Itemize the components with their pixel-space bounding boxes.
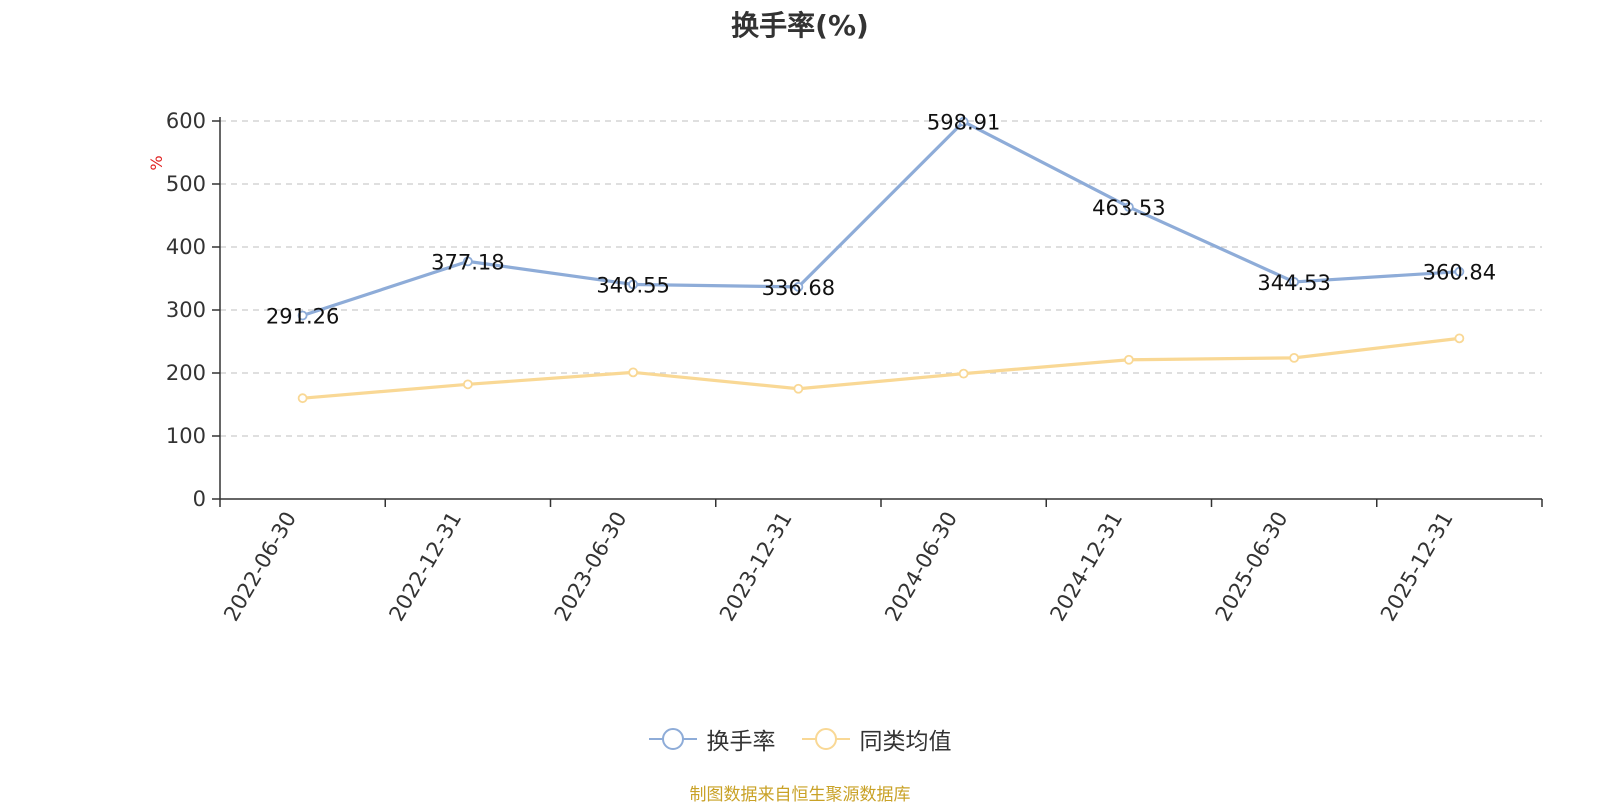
- point-series1-2022-12-31: [462, 379, 473, 390]
- point-series1-2024-06-30: [958, 368, 969, 379]
- x-tick-label-2022-12-31: 2022-12-31: [384, 508, 466, 626]
- data-source-note: 制图数据来自恒生聚源数据库: [689, 785, 911, 805]
- x-tick-label-2024-12-31: 2024-12-31: [1045, 508, 1127, 626]
- legend-item-peer-average[interactable]: 同类均值: [801, 722, 952, 756]
- legend: 换手率 同类均值: [0, 722, 1600, 756]
- legend-label-turnover: 换手率: [706, 729, 776, 755]
- point-series0-2022-06-30: [297, 310, 308, 321]
- point-series0-2023-06-30: [628, 279, 639, 290]
- grid-lines: [220, 120, 1542, 437]
- point-series0-2024-12-31: [1123, 202, 1134, 212]
- point-series0-2025-06-30: [1289, 277, 1300, 287]
- data-label-2022-06-30: 291.26: [266, 305, 339, 329]
- data-label-2022-12-31: 377.18: [431, 250, 504, 274]
- x-tick-label-2025-06-30: 2025-06-30: [1211, 508, 1293, 626]
- point-series1-2023-12-31: [793, 383, 804, 394]
- data-label-2024-12-31: 463.53: [1092, 196, 1165, 220]
- y-tick-label-1: 100: [166, 424, 206, 448]
- y-tick-label-3: 300: [166, 298, 206, 322]
- point-series1-2023-06-30: [628, 367, 639, 378]
- data-label-2023-06-30: 340.55: [596, 273, 669, 297]
- series-line-0: [301, 120, 1461, 318]
- legend-label-peer-average: 同类均值: [859, 729, 952, 755]
- data-label-2025-06-30: 344.53: [1257, 271, 1330, 295]
- axes: 0 100 200 300 400 500 600% 2022-06-30 2022-12-31…: [147, 109, 1543, 626]
- series-lines: [297, 116, 1465, 404]
- y-tick-label-0: 0: [193, 487, 206, 511]
- legend-item-turnover[interactable]: 换手率: [648, 722, 776, 756]
- y-axis-unit-label: %: [147, 155, 166, 170]
- y-tick-label-6: 600: [166, 109, 206, 133]
- data-label-2023-12-31: 336.68: [762, 276, 835, 300]
- point-series1-2024-12-31: [1123, 354, 1134, 365]
- y-tick-label-2: 200: [166, 361, 206, 385]
- x-tick-label-2024-06-30: 2024-06-30: [880, 508, 962, 626]
- y-tick-label-5: 500: [166, 172, 206, 196]
- x-tick-label-2023-12-31: 2023-12-31: [715, 508, 797, 626]
- data-label-2024-06-30: 598.91: [927, 111, 1000, 135]
- x-tick-label-2022-06-30: 2022-06-30: [219, 508, 301, 626]
- point-series0-2022-12-31: [462, 256, 473, 267]
- point-series1-2025-06-30: [1289, 352, 1300, 363]
- x-tick-label-2025-12-31: 2025-12-31: [1376, 508, 1458, 626]
- legend-marker-turnover-icon: [648, 727, 697, 751]
- point-series1-2022-06-30: [297, 393, 308, 404]
- y-tick-label-4: 400: [166, 235, 206, 259]
- chart-title: 换手率(%): [731, 9, 869, 42]
- point-series0-2025-12-31: [1454, 266, 1465, 277]
- legend-marker-peer-average-icon: [801, 727, 850, 751]
- point-series0-2024-06-30: [958, 116, 969, 127]
- data-labels: 291.26 377.18 340.55 336.68 598.91 463.53 344.…: [266, 111, 1496, 329]
- point-series0-2023-12-31: [793, 281, 804, 292]
- point-series1-2025-12-31: [1454, 333, 1465, 344]
- series-line-1: [301, 336, 1461, 400]
- x-tick-label-2023-06-30: 2023-06-30: [550, 508, 632, 626]
- data-label-2025-12-31: 360.84: [1423, 261, 1496, 285]
